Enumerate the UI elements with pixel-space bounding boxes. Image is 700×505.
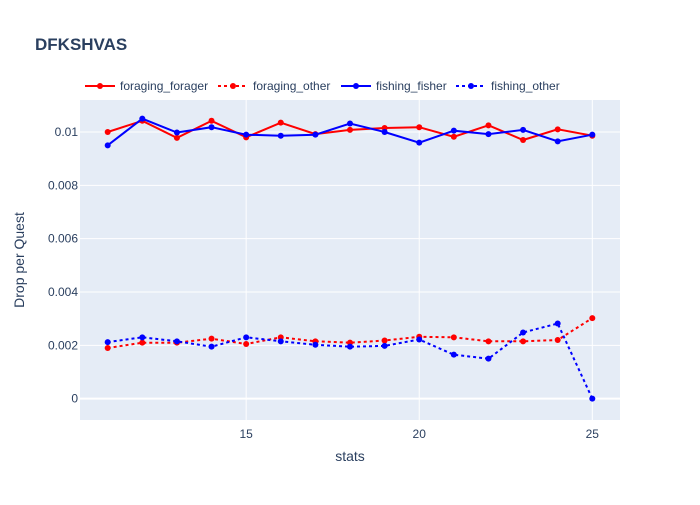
- data-point[interactable]: [589, 131, 596, 138]
- data-point[interactable]: [173, 134, 180, 141]
- data-point[interactable]: [554, 320, 561, 327]
- y-axis-label: Drop per Quest: [11, 212, 27, 308]
- y-tick-label: 0.006: [48, 232, 78, 246]
- data-point[interactable]: [277, 338, 284, 345]
- data-point[interactable]: [416, 139, 423, 146]
- data-point[interactable]: [450, 351, 457, 358]
- data-point[interactable]: [520, 338, 527, 345]
- data-point[interactable]: [485, 338, 492, 345]
- series-fishing_fisher[interactable]: [104, 115, 596, 149]
- data-point[interactable]: [208, 335, 215, 342]
- data-point[interactable]: [520, 329, 527, 336]
- data-point[interactable]: [554, 337, 561, 343]
- x-tick-label: 15: [239, 427, 253, 441]
- data-point[interactable]: [450, 127, 457, 134]
- data-point[interactable]: [104, 129, 111, 135]
- data-point[interactable]: [416, 336, 423, 343]
- y-axis-ticks: 0 0.002 0.004 0.006 0.008 0.01: [48, 125, 78, 406]
- x-axis-ticks: 15 20 25: [239, 427, 599, 441]
- data-point[interactable]: [347, 126, 353, 133]
- data-point[interactable]: [520, 126, 527, 133]
- legend-item-foraging_other[interactable]: foraging_other: [218, 79, 330, 93]
- legend-label: foraging_other: [253, 79, 330, 93]
- grid-lines: [80, 100, 620, 420]
- y-tick-label: 0.002: [48, 338, 78, 352]
- data-point[interactable]: [173, 338, 180, 345]
- y-tick-label: 0.004: [48, 285, 78, 299]
- data-point[interactable]: [139, 339, 146, 346]
- data-point[interactable]: [243, 341, 250, 347]
- data-point[interactable]: [381, 342, 388, 349]
- legend-swatch-marker: [230, 83, 236, 89]
- data-point[interactable]: [243, 131, 250, 138]
- data-point[interactable]: [450, 133, 457, 140]
- data-point[interactable]: [589, 315, 596, 322]
- data-point[interactable]: [589, 395, 596, 402]
- x-tick-label: 20: [413, 427, 427, 441]
- data-point[interactable]: [450, 334, 457, 341]
- chart-title: DFKSHVAS: [35, 35, 127, 54]
- series-fishing_other[interactable]: [104, 320, 596, 402]
- data-point[interactable]: [347, 120, 353, 127]
- legend-item-fishing_other[interactable]: fishing_other: [456, 79, 560, 93]
- data-point[interactable]: [104, 339, 111, 346]
- legend-swatch-marker: [468, 83, 474, 89]
- legend-label: fishing_fisher: [376, 79, 447, 93]
- data-point[interactable]: [381, 129, 388, 135]
- data-point[interactable]: [554, 126, 561, 133]
- data-point[interactable]: [243, 334, 250, 341]
- data-point[interactable]: [381, 337, 388, 344]
- legend-label: foraging_forager: [120, 79, 208, 93]
- y-tick-label: 0: [71, 392, 78, 406]
- data-point[interactable]: [312, 341, 319, 348]
- x-tick-label: 25: [586, 427, 600, 441]
- data-point[interactable]: [312, 131, 319, 138]
- data-point[interactable]: [139, 334, 146, 341]
- plot-area: [80, 100, 620, 420]
- data-point[interactable]: [520, 137, 527, 143]
- data-point[interactable]: [485, 355, 492, 362]
- x-axis-label: stats: [335, 448, 365, 464]
- data-point[interactable]: [139, 115, 146, 122]
- y-tick-label: 0.01: [55, 125, 79, 139]
- data-point[interactable]: [485, 131, 492, 138]
- data-point[interactable]: [104, 142, 111, 149]
- chart-legend[interactable]: foraging_forager foraging_other fishing_fi…: [85, 79, 560, 93]
- data-point[interactable]: [347, 343, 353, 350]
- data-point[interactable]: [277, 119, 284, 126]
- data-point[interactable]: [554, 138, 561, 145]
- data-point[interactable]: [208, 117, 215, 124]
- data-point[interactable]: [277, 132, 284, 139]
- data-point[interactable]: [416, 124, 423, 131]
- data-point[interactable]: [485, 122, 492, 129]
- legend-swatch-marker: [97, 83, 103, 89]
- series-layer: [104, 115, 596, 402]
- data-point[interactable]: [173, 129, 180, 136]
- y-tick-label: 0.008: [48, 178, 78, 192]
- data-point[interactable]: [104, 345, 111, 351]
- legend-swatch-marker: [353, 83, 359, 89]
- legend-item-foraging_forager[interactable]: foraging_forager: [85, 79, 208, 93]
- series-line: [107, 322, 594, 400]
- legend-label: fishing_other: [491, 79, 560, 93]
- data-point[interactable]: [208, 343, 215, 350]
- data-point[interactable]: [208, 124, 215, 131]
- legend-item-fishing_fisher[interactable]: fishing_fisher: [341, 79, 447, 93]
